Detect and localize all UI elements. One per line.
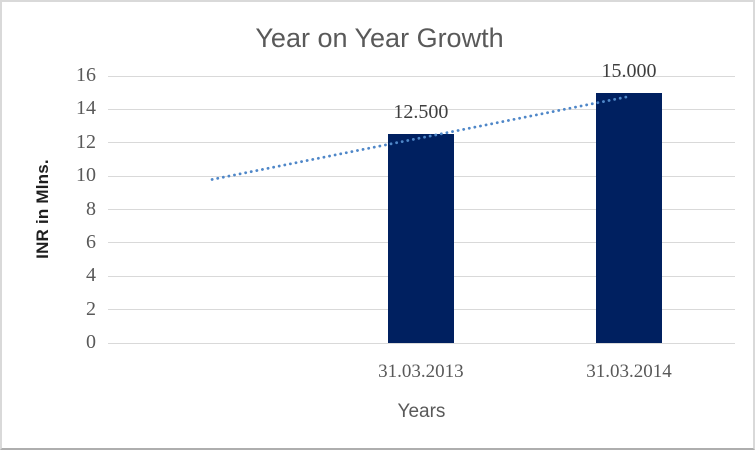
y-tick-label-12: 12 — [76, 130, 96, 153]
gridline-y-14 — [108, 108, 735, 110]
y-tick-label-0: 0 — [86, 331, 96, 353]
gridline-y-16 — [108, 75, 735, 77]
data-label-31.03.2014: 15.000 — [601, 59, 657, 82]
y-tick-label-10: 10 — [76, 164, 96, 187]
y-tick-label-4: 4 — [86, 264, 96, 287]
data-label-31.03.2013: 12.500 — [393, 101, 449, 124]
x-axis-title: Years — [397, 401, 446, 422]
y-tick-label-6: 6 — [86, 230, 96, 253]
y-tick-label-16: 16 — [76, 64, 96, 86]
y-tick-label-2: 2 — [86, 297, 96, 320]
x-tick-label-31.03.2013: 31.03.2013 — [378, 361, 464, 382]
chart-title: Year on Year Growth — [255, 23, 504, 53]
y-tick-label-14: 14 — [76, 97, 96, 120]
bar-31.03.2014 — [596, 92, 663, 343]
trendline — [210, 95, 629, 181]
plot-area: 12.500 15.000 — [108, 60, 735, 344]
gridline-y-0 — [108, 342, 735, 344]
x-tick-label-31.03.2014: 31.03.2014 — [586, 361, 672, 382]
bar-31.03.2013 — [387, 134, 454, 343]
y-tick-label-8: 8 — [86, 197, 96, 220]
